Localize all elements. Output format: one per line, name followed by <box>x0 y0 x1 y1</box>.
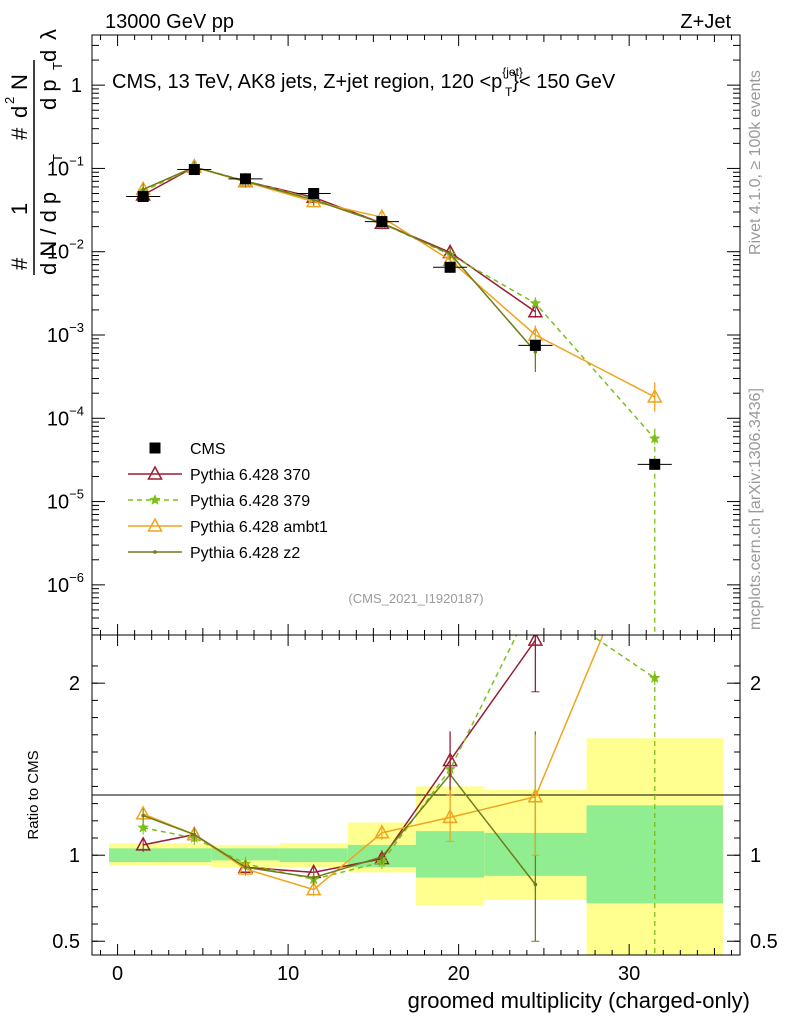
series-Pythia-6428-z2 <box>141 161 538 358</box>
data-point <box>308 188 320 200</box>
ratio-plot-panel: 0 10 20 30 0.5 0.5 1 1 2 2 Ratio to CMS groomed m… <box>25 592 778 1013</box>
ratio-ylabel: Ratio to CMS <box>25 750 42 839</box>
svg-text:1: 1 <box>7 203 32 215</box>
x-tick-label: 10 <box>277 963 299 985</box>
ratio-point <box>374 824 390 839</box>
svg-text:N: N <box>7 74 32 90</box>
data-point <box>529 297 542 309</box>
ratio-y-tick-label: 0.5 <box>52 931 80 953</box>
legend-marker <box>153 550 157 554</box>
legend-label: Pythia 6.428 z2 <box>190 545 300 562</box>
legend-marker <box>149 493 161 505</box>
main-y-tick-label: 1 <box>71 75 82 97</box>
x-tick-label: 0 <box>112 963 123 985</box>
ratio-point <box>141 813 145 818</box>
series-Pythia-6428-370 <box>135 158 544 318</box>
series-Pythia-6428-379 <box>137 160 661 445</box>
legend-marker <box>149 442 161 454</box>
legend-label: Pythia 6.428 ambt1 <box>190 519 328 536</box>
data-point <box>527 303 544 318</box>
data-point <box>141 187 145 192</box>
ratio-y-tick-label-right: 0.5 <box>750 931 778 953</box>
ratio-plot-frame <box>91 634 741 956</box>
main-ylabel: # 1 d N / d p T # d 2 N d p T d λ <box>2 29 65 275</box>
legend-label: Pythia 6.428 379 <box>190 493 310 510</box>
ratio-y-tick-label-right: 2 <box>750 673 761 695</box>
ratio-point <box>135 836 151 851</box>
ratio-y-tick-label-right: 1 <box>750 845 761 867</box>
ratio-band-inner <box>279 848 348 863</box>
series-line <box>142 166 656 398</box>
svg-text:λ: λ <box>36 29 61 40</box>
series-CMS <box>126 164 672 470</box>
ratio-y-tick-label: 1 <box>69 845 80 867</box>
rivet-label: Rivet 4.1.0, ≥ 100k events <box>747 70 764 255</box>
svg-text:d p: d p <box>36 79 61 110</box>
series-line <box>142 166 536 313</box>
main-plot-content <box>126 158 672 635</box>
data-point <box>444 261 456 273</box>
main-axes: 10−6 10−5 10−4 10−3 10−2 10−1 1 <box>47 34 740 635</box>
main-y-tick-label: 10−6 <box>47 570 84 597</box>
svg-text:d N / d p: d N / d p <box>36 192 61 275</box>
mcplots-label: mcplots.cern.ch [arXiv:1306.3436] <box>747 388 764 630</box>
data-point <box>649 458 661 470</box>
data-point <box>376 216 388 228</box>
legend-item: Pythia 6.428 379 <box>128 493 310 510</box>
ratio-point <box>311 875 316 880</box>
ratio-axes: 0 10 20 30 0.5 0.5 1 1 2 2 <box>52 635 778 985</box>
ratio-y-tick-label: 2 <box>69 673 80 695</box>
plot-title: CMS, 13 TeV, AK8 jets, Z+jet region, 120… <box>112 65 616 99</box>
legend-item: Pythia 6.428 ambt1 <box>128 517 328 536</box>
x-tick-label: 30 <box>618 963 640 985</box>
legend-item: Pythia 6.428 370 <box>128 465 310 484</box>
legend-label: Pythia 6.428 370 <box>190 467 310 484</box>
legend-item: CMS <box>149 441 226 458</box>
svg-text:T: T <box>50 62 65 70</box>
main-y-tick-label: 10−1 <box>47 153 84 180</box>
main-y-tick-label: 10−2 <box>47 237 84 264</box>
ratio-plot-content <box>135 592 661 955</box>
legend-item: Pythia 6.428 z2 <box>128 545 300 562</box>
ratio-point <box>243 865 248 870</box>
ratio-point <box>305 881 322 896</box>
ratio-point <box>530 592 541 602</box>
main-y-tick-label: 10−5 <box>47 487 84 514</box>
data-point <box>239 173 251 185</box>
main-plot-panel: 10−6 10−5 10−4 10−3 10−2 10−1 1 CMS, 13 TeV, A… <box>2 29 741 636</box>
data-point <box>137 191 149 203</box>
svg-text:d: d <box>7 106 32 118</box>
ratio-point <box>380 855 384 859</box>
header-right: Z+Jet <box>680 11 731 33</box>
series-line <box>142 166 656 440</box>
ratio-point <box>192 832 197 837</box>
svg-text:#: # <box>7 257 32 270</box>
svg-text:#: # <box>7 127 32 140</box>
svg-text:T: T <box>50 154 65 162</box>
data-point <box>188 164 200 176</box>
legend-marker <box>147 465 163 480</box>
legend-label: CMS <box>190 441 226 458</box>
main-y-tick-label: 10−3 <box>47 320 84 347</box>
series-line <box>142 166 536 353</box>
x-axis-label: groomed multiplicity (charged-only) <box>408 988 750 1013</box>
svg-text:d: d <box>36 50 61 62</box>
analysis-watermark: (CMS_2021_I1920187) <box>348 591 483 606</box>
header-left: 13000 GeV pp <box>105 11 234 33</box>
main-y-tick-label: 10−4 <box>47 403 84 430</box>
x-tick-label: 20 <box>448 963 470 985</box>
ratio-point <box>137 821 150 833</box>
data-point <box>448 251 452 256</box>
svg-text:2: 2 <box>2 97 17 104</box>
legend-marker <box>147 517 163 532</box>
legend: CMS Pythia 6.428 370 Pythia 6.428 379 Pythi… <box>128 441 328 562</box>
data-point <box>529 339 541 351</box>
series-Pythia-6428-ambt1 <box>135 158 663 404</box>
ratio-band-inner <box>109 848 212 863</box>
